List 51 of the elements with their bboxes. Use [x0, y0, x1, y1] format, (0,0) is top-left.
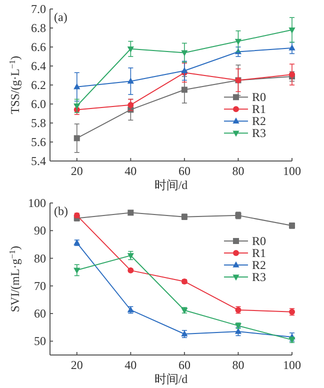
y-tick-label: 90 — [34, 224, 46, 238]
x-tick-label: 20 — [70, 164, 83, 178]
y-tick-label: 100 — [28, 196, 46, 210]
y-tick-label: 70 — [34, 278, 46, 293]
point — [181, 86, 188, 93]
y-tick-label: 6.6 — [31, 40, 46, 54]
y-tick-label: 6.8 — [31, 21, 46, 35]
point — [127, 253, 134, 260]
annotation: (a) — [54, 10, 68, 24]
point — [127, 78, 134, 84]
legend-label: R0 — [252, 234, 266, 248]
annotation: (b) — [54, 204, 68, 218]
y-tick-label: 5.4 — [31, 154, 46, 168]
point — [181, 50, 188, 56]
point — [288, 44, 296, 50]
x-tick-label: 100 — [283, 358, 301, 372]
x-tick-label: 60 — [178, 164, 190, 178]
point — [128, 210, 134, 216]
y-tick-label: 60 — [34, 306, 46, 321]
x-axis-title: 时间/d — [154, 372, 188, 386]
legend-label: R3 — [252, 126, 266, 140]
legend-label: R3 — [252, 270, 266, 284]
point — [234, 38, 242, 45]
point — [74, 83, 80, 90]
point — [128, 102, 134, 108]
y-tick-label: 7.0 — [31, 2, 46, 16]
legend-label: R2 — [252, 114, 266, 128]
point — [181, 67, 188, 74]
y-tick-label: 5.6 — [31, 135, 46, 149]
x-tick-label: 20 — [70, 358, 83, 372]
y-tick-label: 6.2 — [31, 78, 46, 92]
point — [127, 46, 134, 52]
point — [288, 28, 296, 34]
legend-label: R0 — [252, 90, 266, 104]
y-tick-label: 50 — [34, 334, 46, 348]
point — [74, 135, 80, 142]
legend-label: R2 — [252, 258, 266, 272]
y-tick-label: 6.4 — [31, 59, 46, 73]
x-tick-label: 60 — [178, 358, 190, 372]
y-tick-label: 80 — [34, 251, 46, 266]
legend-label: R1 — [252, 246, 266, 260]
x-axis-title: 时间/d — [154, 178, 188, 192]
y-tick-label: 5.8 — [31, 116, 46, 130]
x-tick-label: 80 — [232, 358, 244, 372]
x-tick-label: 80 — [232, 164, 244, 178]
x-tick-label: 40 — [124, 358, 137, 372]
y-tick-label: 6.0 — [31, 97, 46, 111]
x-tick-label: 100 — [283, 164, 301, 178]
x-tick-label: 40 — [124, 164, 137, 178]
point — [74, 268, 80, 274]
legend-label: R1 — [252, 102, 266, 116]
